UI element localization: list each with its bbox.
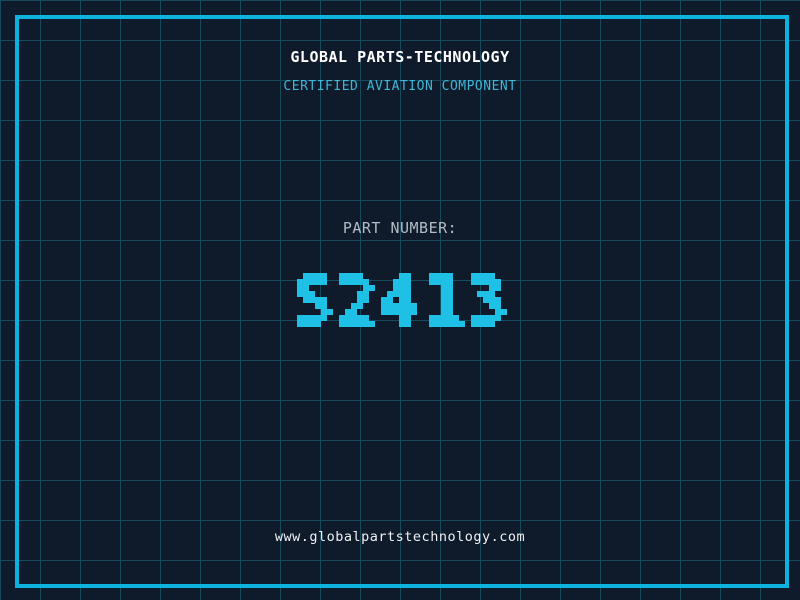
company-title: GLOBAL PARTS-TECHNOLOGY xyxy=(290,48,510,66)
part-number-label: PART NUMBER: xyxy=(342,219,458,237)
part-number-value xyxy=(279,243,555,351)
website-url: www.globalpartstechnology.com xyxy=(274,529,526,545)
border-frame xyxy=(15,15,789,588)
certification-subtitle: CERTIFIED AVIATION COMPONENT xyxy=(283,79,517,94)
